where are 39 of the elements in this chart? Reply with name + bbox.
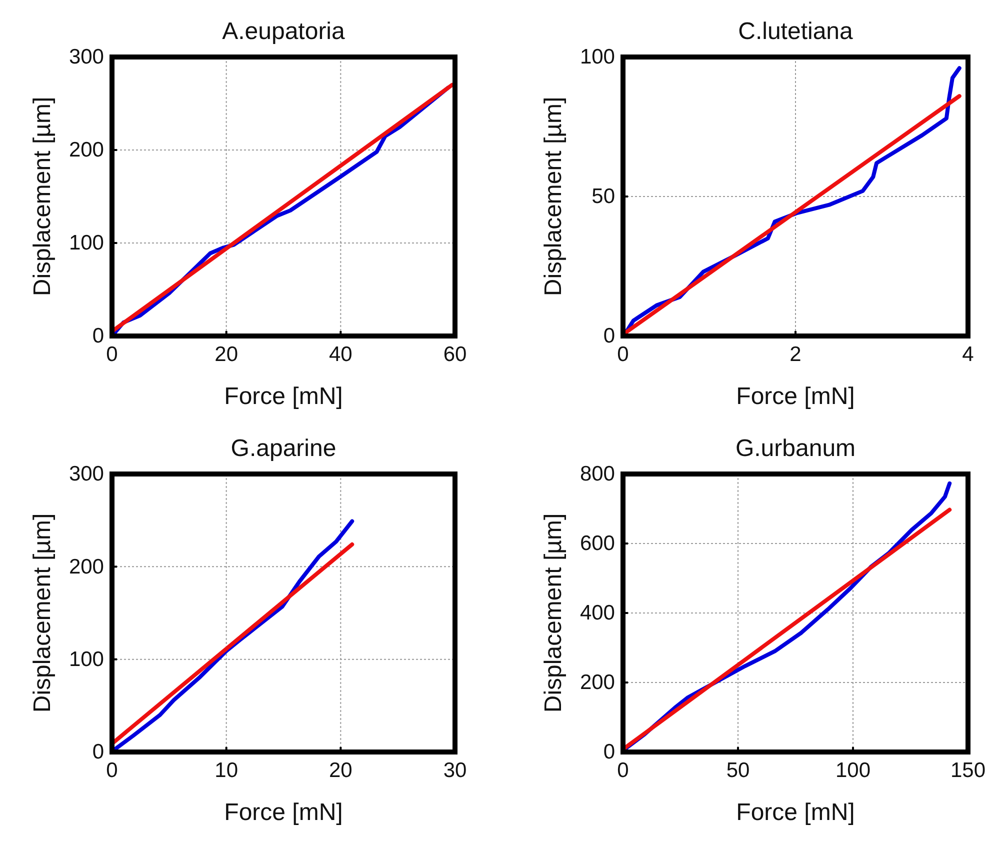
x-tick-label: 30: [443, 758, 467, 782]
x-tick-label: 2: [790, 342, 802, 366]
y-tick-label: 200: [580, 671, 615, 694]
y-tick-label: 200: [68, 138, 104, 162]
chart-title: C.lutetiana: [738, 18, 854, 45]
y-tick-label: 50: [592, 185, 615, 208]
x-axis-title: Force [mN]: [224, 799, 343, 826]
y-tick-label: 0: [92, 324, 104, 348]
x-tick-label: 10: [214, 758, 238, 782]
y-tick-label: 800: [580, 462, 615, 486]
y-axis-title: Displacement [µm]: [540, 96, 567, 296]
y-tick-label: 100: [68, 232, 104, 255]
y-tick-label: 600: [580, 532, 615, 556]
y-axis-title: Displacement [µm]: [29, 513, 56, 713]
y-tick-label: 400: [580, 602, 615, 625]
x-tick-label: 20: [328, 758, 352, 782]
y-tick-label: 300: [68, 46, 104, 69]
y-tick-label: 0: [92, 740, 104, 764]
x-axis-title: Force [mN]: [224, 383, 343, 410]
y-axis-title: Displacement [µm]: [29, 96, 56, 296]
x-tick-label: 60: [443, 342, 467, 366]
y-tick-label: 100: [68, 648, 104, 672]
x-tick-label: 100: [835, 758, 871, 782]
y-tick-label: 0: [603, 740, 615, 764]
y-tick-label: 0: [603, 324, 615, 348]
chart-title: G.urbanum: [735, 435, 856, 462]
x-tick-label: 4: [962, 342, 974, 366]
x-tick-label: 150: [950, 758, 986, 782]
y-tick-label: 300: [68, 462, 104, 486]
y-tick-label: 200: [68, 555, 104, 578]
chart-title: G.aparine: [230, 435, 336, 462]
chart-title: A.eupatoria: [222, 18, 346, 45]
x-axis-title: Force [mN]: [736, 383, 855, 410]
x-tick-label: 40: [328, 342, 352, 366]
x-tick-label: 50: [726, 758, 750, 782]
y-axis-title: Displacement [µm]: [540, 513, 567, 713]
y-tick-label: 100: [580, 46, 615, 69]
x-axis-title: Force [mN]: [736, 799, 855, 826]
x-tick-label: 20: [214, 342, 238, 366]
